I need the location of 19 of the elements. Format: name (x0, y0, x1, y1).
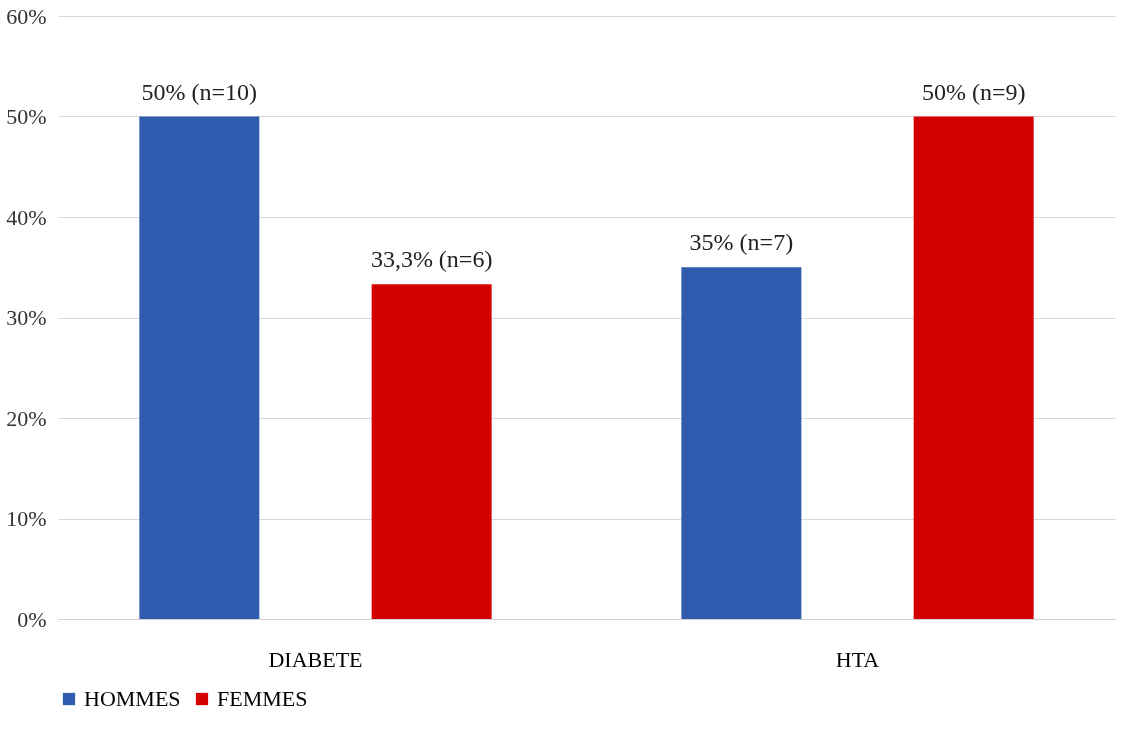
legend-label: HOMMES (84, 686, 181, 711)
y-tick-label: 40% (6, 204, 47, 230)
bar (681, 267, 802, 619)
y-tick-label: 50% (6, 104, 47, 129)
x-tick-label: DIABETE (268, 646, 363, 672)
y-tick-label: 20% (6, 405, 47, 431)
bar (913, 116, 1034, 619)
data-label: 50% (n=10) (141, 78, 258, 105)
x-tick-label: HTA (835, 646, 880, 672)
y-tick-label: 30% (6, 305, 47, 330)
legend-label: FEMMES (217, 686, 308, 711)
data-label: 33,3% (n=6) (370, 246, 493, 273)
y-tick-label: 60% (6, 3, 47, 29)
y-tick-label: 10% (6, 506, 47, 531)
data-label: 50% (n=9) (921, 78, 1026, 105)
y-tick-label: 0% (17, 606, 47, 632)
bar (139, 116, 260, 619)
data-label: 35% (n=7) (689, 229, 794, 256)
bar (371, 284, 492, 619)
